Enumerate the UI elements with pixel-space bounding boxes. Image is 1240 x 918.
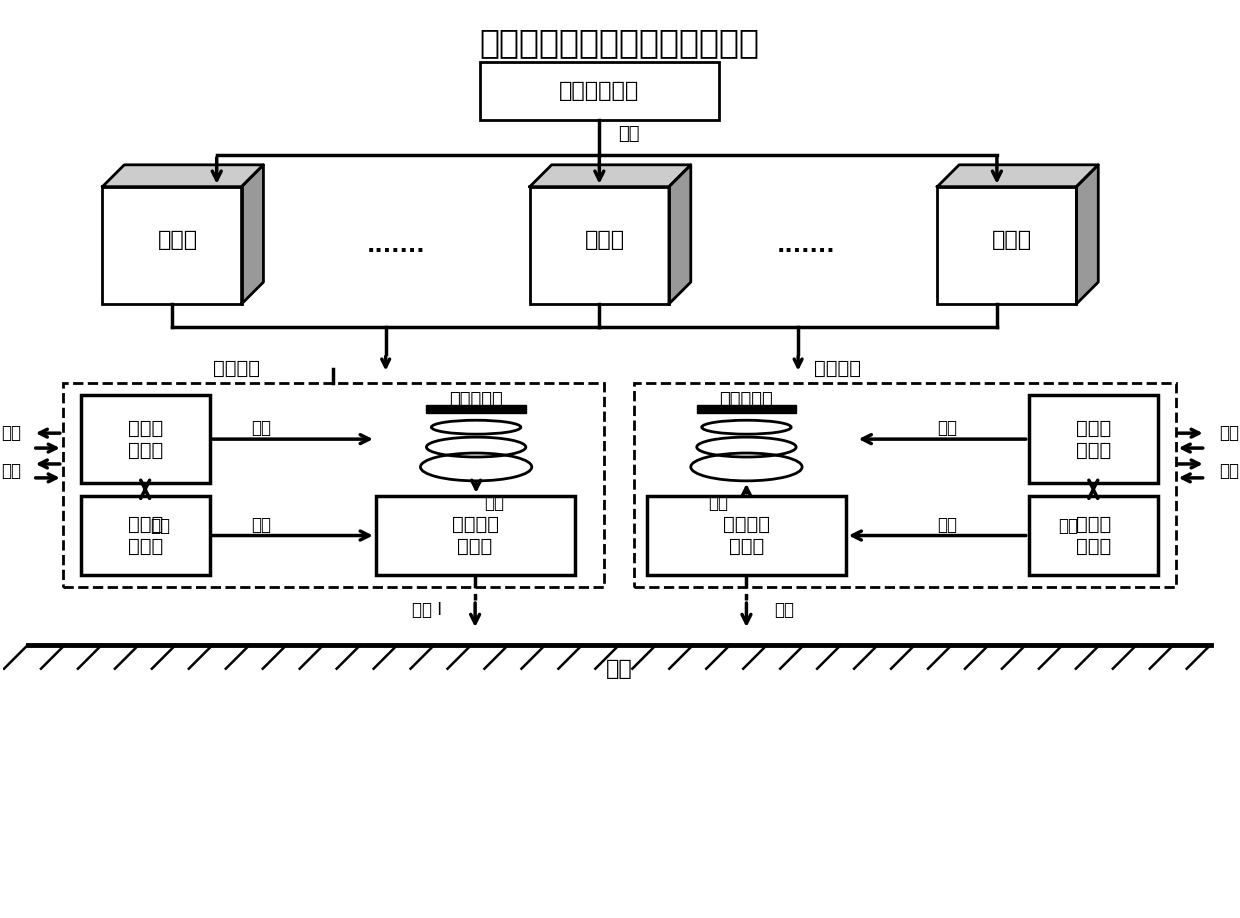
Bar: [937, 186, 1076, 304]
Text: 数据: 数据: [1219, 462, 1240, 480]
Text: 电极箱: 电极箱: [157, 230, 197, 250]
Text: 调整: 调整: [252, 516, 272, 533]
Bar: [103, 186, 242, 304]
Bar: [81, 496, 210, 576]
Text: 指令: 指令: [1219, 424, 1240, 442]
Text: 数据: 数据: [1, 462, 21, 480]
Polygon shape: [937, 165, 1099, 186]
Text: 电极箱: 电极箱: [585, 230, 625, 250]
Text: 接收状态: 接收状态: [815, 359, 862, 378]
Bar: [647, 496, 846, 576]
Text: ·······: ·······: [776, 241, 836, 262]
Text: 阻容调
谐模块: 阻容调 谐模块: [1075, 515, 1111, 556]
Text: 指令: 指令: [1, 424, 21, 442]
Text: 阻容调
谐模块: 阻容调 谐模块: [128, 515, 162, 556]
Text: 耦合: 耦合: [484, 494, 503, 511]
Polygon shape: [668, 165, 691, 304]
Text: 电容耦合
式电极: 电容耦合 式电极: [723, 515, 770, 556]
Bar: [81, 396, 210, 483]
Text: 选频控
制模块: 选频控 制模块: [128, 419, 162, 460]
Polygon shape: [697, 406, 796, 413]
Text: 发射状态: 发射状态: [213, 359, 260, 378]
Polygon shape: [1076, 165, 1099, 304]
Text: 电极箱: 电极箱: [992, 230, 1033, 250]
Bar: [529, 186, 668, 304]
Bar: [63, 384, 604, 588]
Text: 偶极子天线: 偶极子天线: [449, 391, 503, 409]
Text: 电容耦合
式电极: 电容耦合 式电极: [451, 515, 498, 556]
Text: ·······: ·······: [366, 241, 425, 262]
Text: 数据: 数据: [1059, 517, 1079, 534]
Text: 指令: 指令: [937, 420, 957, 437]
Text: 指令: 指令: [619, 125, 640, 143]
Text: 配谐: 配谐: [937, 516, 957, 533]
Polygon shape: [427, 406, 526, 413]
Polygon shape: [103, 165, 263, 186]
Bar: [1029, 496, 1158, 576]
Bar: [480, 62, 719, 120]
Text: 选频控
制模块: 选频控 制模块: [1075, 419, 1111, 460]
Text: 耦合: 耦合: [708, 494, 729, 511]
Text: 耦合: 耦合: [774, 601, 794, 619]
Text: 移动式车载电阻率系统探测模块: 移动式车载电阻率系统探测模块: [479, 26, 759, 59]
Text: 数据: 数据: [150, 517, 170, 534]
Polygon shape: [242, 165, 263, 304]
Text: 耦合 I: 耦合 I: [413, 601, 443, 619]
Bar: [376, 496, 574, 576]
Text: 指令: 指令: [252, 420, 272, 437]
Text: 偶极子天线: 偶极子天线: [719, 391, 774, 409]
Text: 电极转换模块: 电极转换模块: [559, 82, 640, 101]
Bar: [1029, 396, 1158, 483]
Text: 地面: 地面: [606, 659, 632, 678]
Bar: [634, 384, 1176, 588]
Polygon shape: [529, 165, 691, 186]
